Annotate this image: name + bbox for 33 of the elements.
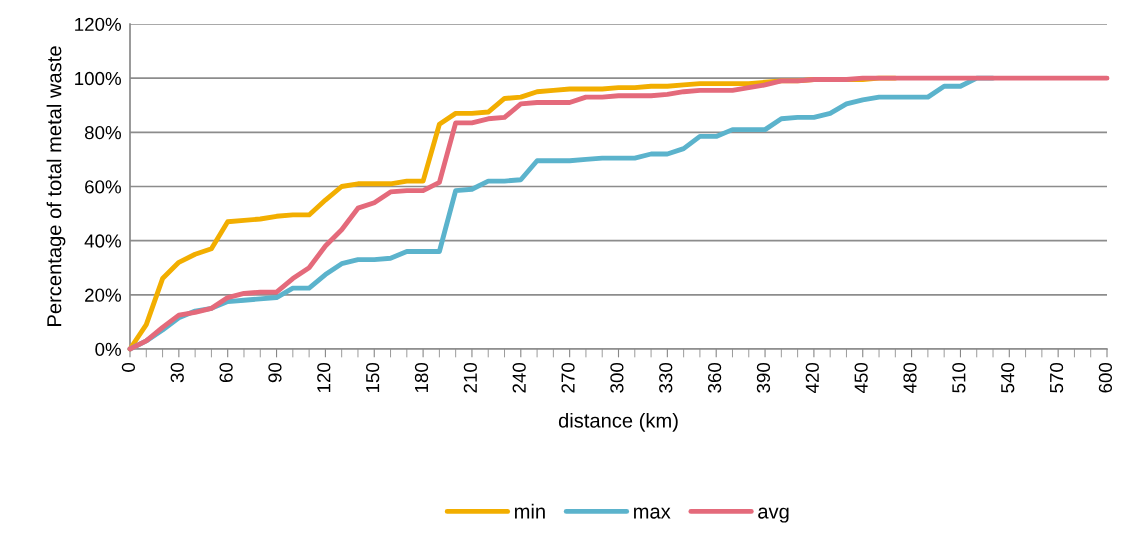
- x-tick-label: 390: [756, 362, 771, 393]
- y-tick-label: 20%: [85, 288, 121, 302]
- y-tick-label: 80%: [84, 126, 121, 140]
- y-axis-title: Percentage of total metal waste: [46, 46, 66, 326]
- x-tick-label: 360: [707, 362, 722, 393]
- x-tick-label: 540: [1001, 362, 1015, 393]
- legend-label: avg: [758, 507, 789, 523]
- x-tick-label: 210: [463, 362, 477, 393]
- x-tick-label: 240: [512, 362, 526, 393]
- y-tick-label: 120%: [75, 17, 121, 31]
- x-tick-label: 90: [268, 362, 282, 383]
- y-tick-label: 40%: [84, 234, 121, 248]
- x-tick-label: 0: [121, 362, 136, 372]
- x-tick-label: 330: [659, 362, 673, 393]
- legend-label: max: [634, 507, 671, 519]
- y-tick-label: 0%: [95, 342, 121, 356]
- x-tick-label: 450: [854, 362, 868, 394]
- y-tick-label: 100%: [75, 71, 121, 86]
- x-axis-title: distance (km): [558, 412, 678, 432]
- x-tick-label: 30: [170, 362, 184, 383]
- x-tick-label: 420: [805, 362, 819, 394]
- x-tick-label: 150: [366, 362, 380, 393]
- x-tick-label: 60: [219, 362, 233, 383]
- x-tick-label: 510: [952, 362, 966, 393]
- legend-label: min: [514, 503, 545, 519]
- x-tick-label: 270: [561, 362, 575, 393]
- x-tick-label: 570: [1049, 362, 1064, 393]
- x-tick-label: 180: [414, 362, 429, 393]
- x-tick-label: 300: [610, 362, 624, 393]
- x-tick-label: 600: [1098, 362, 1113, 393]
- x-tick-label: 480: [903, 362, 917, 394]
- y-tick-label: 60%: [85, 180, 121, 194]
- x-tick-label: 120: [317, 362, 331, 393]
